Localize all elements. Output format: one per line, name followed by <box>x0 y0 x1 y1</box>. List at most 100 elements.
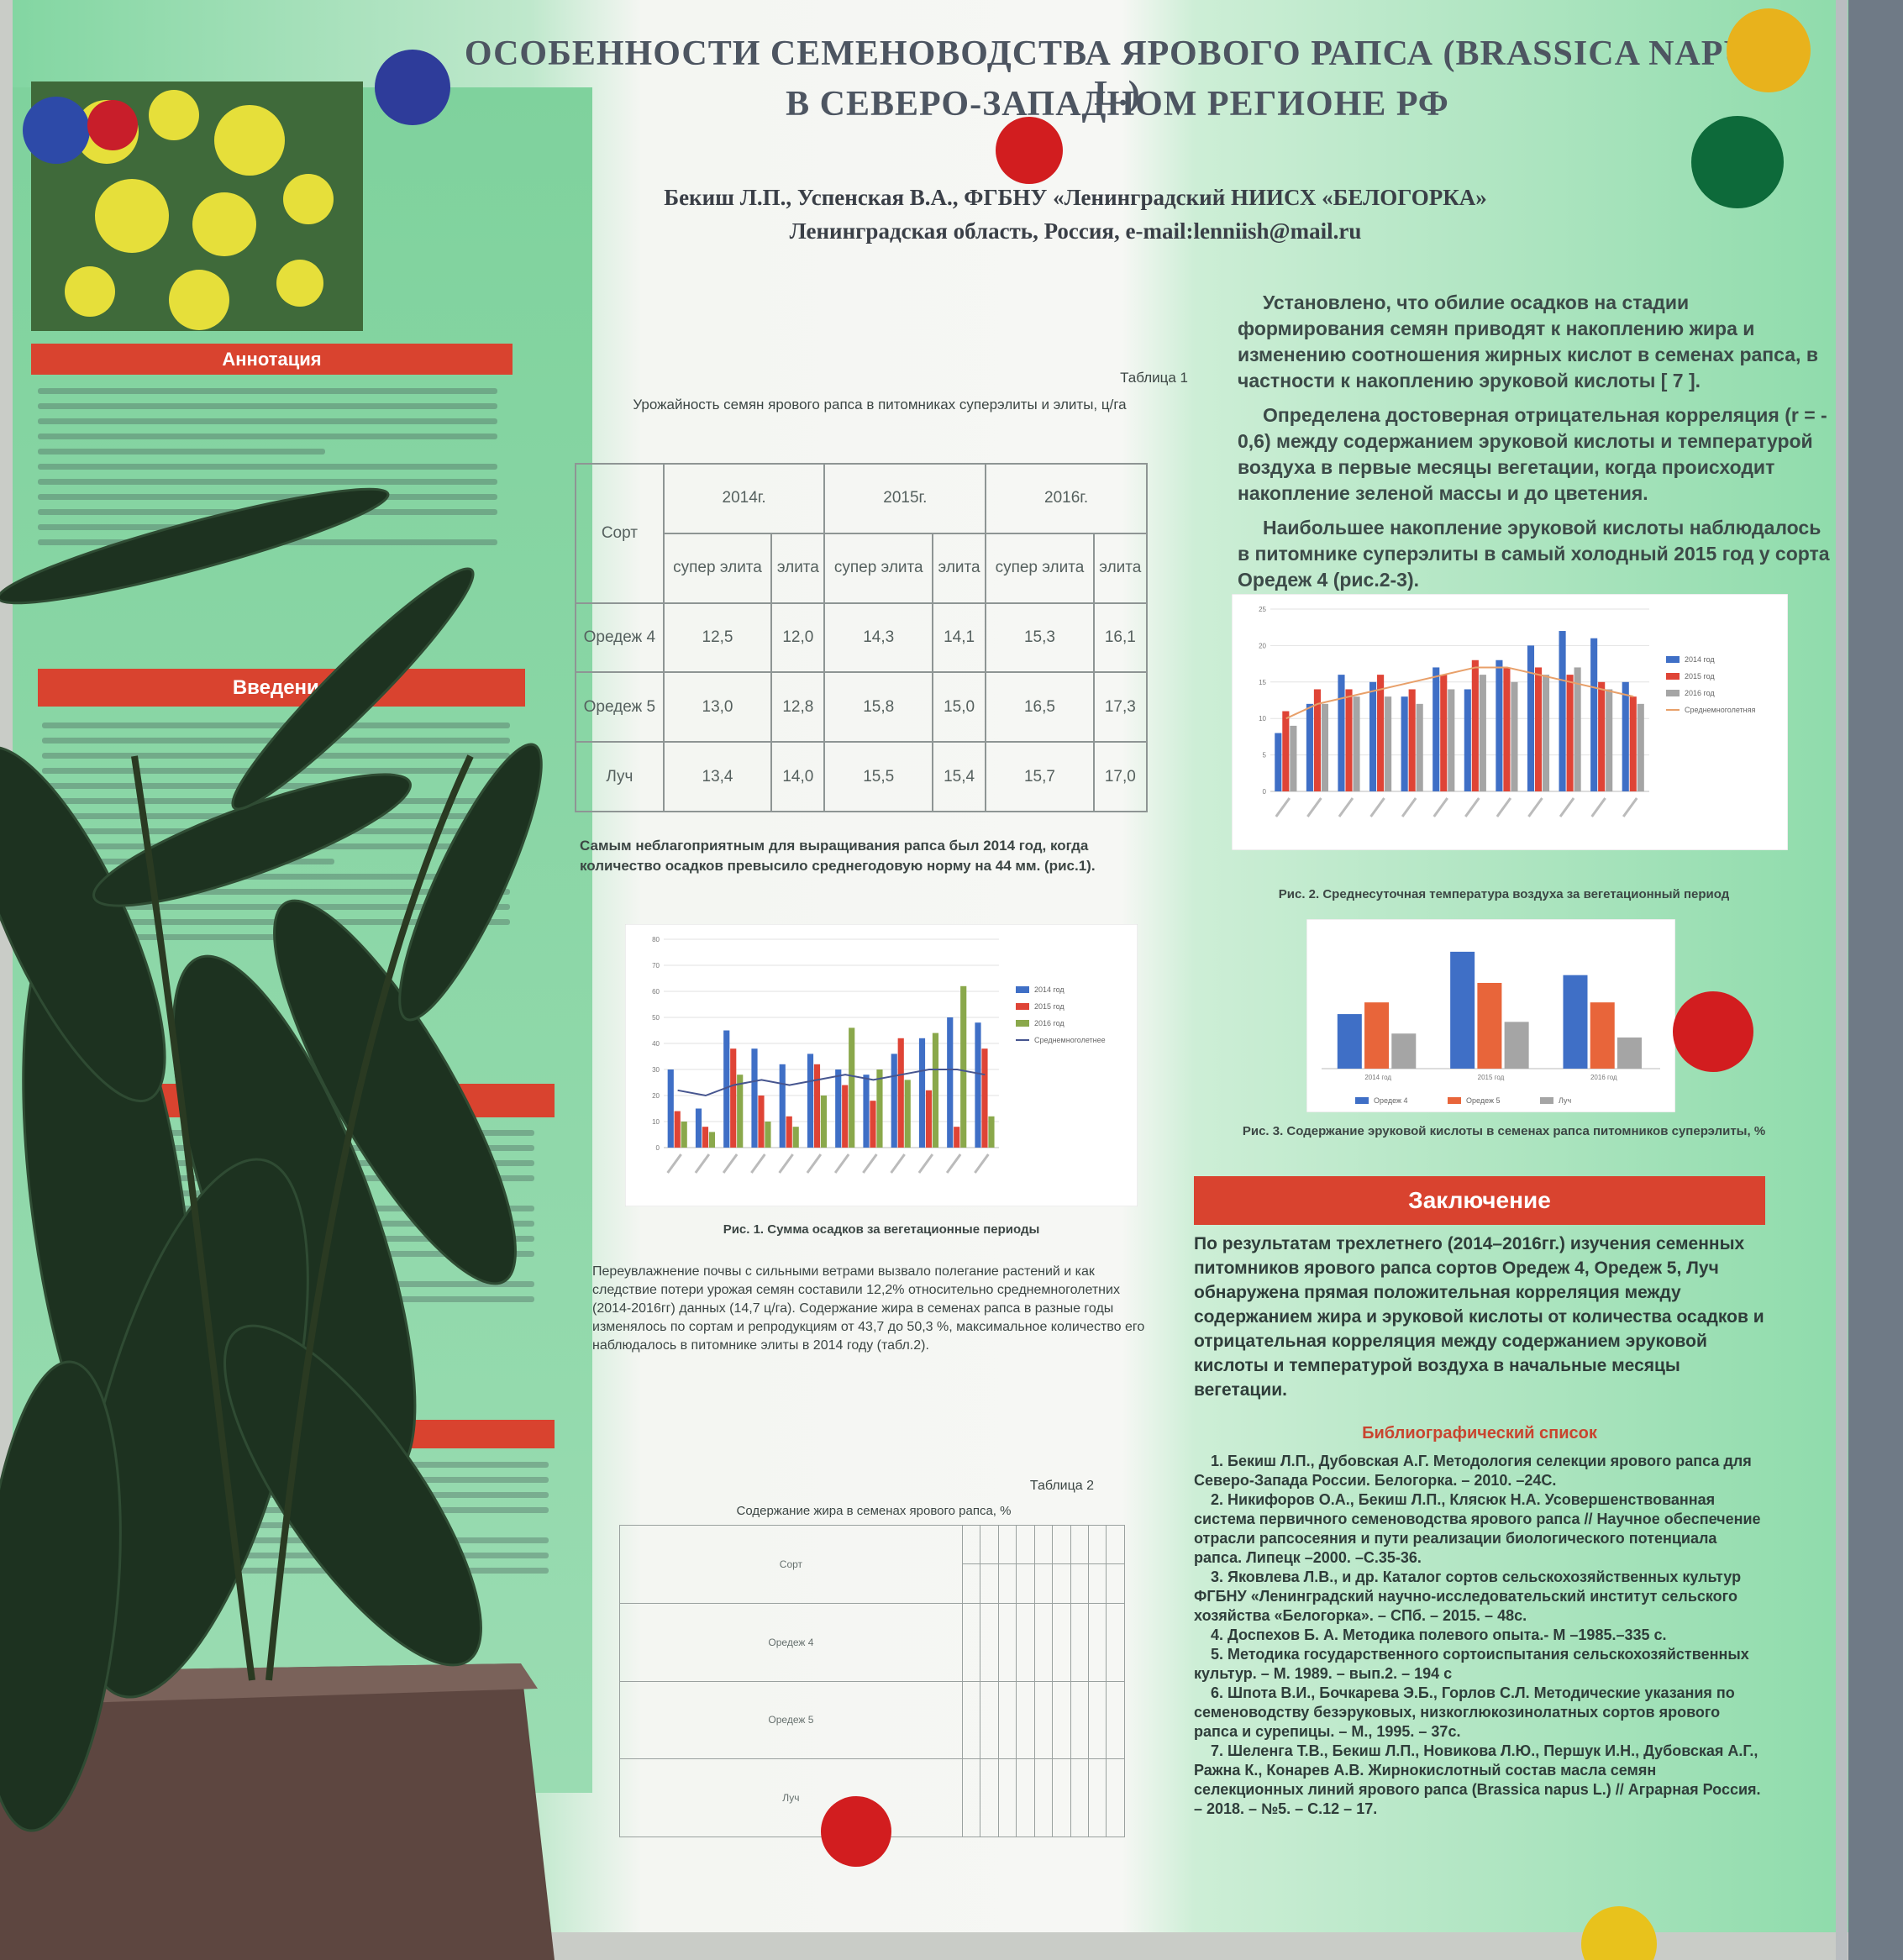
bar <box>1574 667 1581 791</box>
x-tick-label-blur <box>1306 797 1322 817</box>
bar <box>1338 675 1345 791</box>
x-tick-label-blur <box>1464 797 1480 817</box>
bar <box>1511 681 1518 791</box>
conclusion-text: По результатам трехлетнего (2014–2016гг.… <box>1194 1234 1764 1400</box>
table-cell: 12,8 <box>770 671 826 744</box>
x-tick-label-blur <box>806 1153 823 1174</box>
reference: 3. Яковлева Л.В., и др. Каталог сортов с… <box>1194 1569 1742 1624</box>
table-header: элита <box>1092 532 1149 604</box>
figure-caption: Рис. 3. Содержание эруковой кислоты в се… <box>1242 1124 1766 1138</box>
bar <box>765 1122 771 1148</box>
table-cell: 12,5 <box>662 602 773 674</box>
reference: 4. Доспехов Б. А. Методика полевого опыт… <box>1211 1626 1667 1643</box>
bar <box>1504 1022 1529 1069</box>
table-wrap: Сорт 2014г. 2015г. 2016г. супер элита элита су… <box>575 463 1149 812</box>
legend-label: Оредеж 5 <box>1466 1096 1501 1105</box>
table-cell: 14,1 <box>931 602 987 674</box>
table-header: 2016г. <box>985 463 1148 534</box>
bar <box>1306 703 1313 791</box>
bar <box>1559 631 1566 791</box>
x-tick-label-blur <box>974 1153 990 1174</box>
y-tick-label: 0 <box>656 1144 660 1152</box>
table-row: Оредеж 5 13,0 12,8 15,8 15,0 16,5 17,3 <box>575 671 1149 744</box>
table-cell: 16,1 <box>1092 602 1149 674</box>
x-tick-label-blur <box>1275 797 1291 817</box>
table-cell: 17,3 <box>1092 671 1149 744</box>
bar <box>695 1108 702 1148</box>
bar <box>1542 675 1550 791</box>
bar <box>1364 1002 1390 1069</box>
x-tick-label-blur <box>1622 797 1638 817</box>
bar <box>820 1096 828 1148</box>
background-person <box>1848 0 1903 1960</box>
x-tick-label-blur <box>750 1153 766 1174</box>
legend-swatch <box>1355 1097 1369 1104</box>
x-tick-label-blur <box>1401 797 1417 817</box>
figure-caption: Рис. 1. Сумма осадков за вегетационные п… <box>723 1222 1040 1237</box>
table-cell: 13,0 <box>662 671 773 744</box>
bar <box>1391 1033 1417 1069</box>
text-line <box>38 479 498 485</box>
bar <box>1337 1014 1362 1069</box>
x-tick-label-blur <box>1496 797 1512 817</box>
references-heading: Библиографический список <box>1362 1424 1597 1442</box>
text-line <box>38 418 498 424</box>
paragraph: Наибольшее накопление эруковой кислоты н… <box>1238 517 1830 591</box>
text-line <box>42 904 510 910</box>
x-tick-label-blur <box>862 1153 878 1174</box>
table-cell <box>1106 1758 1125 1837</box>
table-cell: 12,0 <box>770 602 826 674</box>
line <box>677 1069 986 1097</box>
bar <box>975 1022 981 1148</box>
x-tick-label-blur <box>917 1153 934 1174</box>
text-line <box>38 494 498 500</box>
bar <box>1353 696 1360 791</box>
text-block: Самым неблагоприятным для выращивания ра… <box>580 838 1096 874</box>
bar <box>849 1027 855 1148</box>
table-cell: 16,5 <box>985 671 1095 744</box>
legend-label: 2014 год <box>1685 655 1715 664</box>
x-tick-label: 2015 год <box>1478 1074 1505 1081</box>
y-tick-label: 40 <box>652 1040 660 1048</box>
table-cell: 15,7 <box>985 741 1095 812</box>
text-block: Переувлажнение почвы с сильными ветрами … <box>592 1264 1145 1353</box>
legend-label: Среднемноголетняя <box>1685 706 1756 714</box>
bar <box>897 1038 904 1148</box>
table-cell: 15,3 <box>985 602 1095 674</box>
section-heading: Введение <box>38 669 525 707</box>
authors: Бекиш Л.П., Успенская В.А., ФГБНУ «Ленин… <box>664 185 1487 210</box>
bar <box>1629 696 1637 791</box>
magnet <box>1581 1906 1657 1960</box>
bar <box>1440 675 1448 791</box>
reference: 2. Никифоров О.А., Бекиш Л.П., Клясюк Н.… <box>1194 1491 1761 1566</box>
table-header: Сорт <box>575 463 665 604</box>
bar <box>1590 1002 1615 1069</box>
table-header: 2014г. <box>662 463 826 534</box>
bar <box>932 1033 939 1148</box>
text-line <box>42 934 334 940</box>
reference: 5. Методика государственного сортоиспыта… <box>1194 1646 1749 1682</box>
bar <box>1416 703 1423 791</box>
magnet <box>996 117 1063 184</box>
table-row: Оредеж 4 12,5 12,0 14,3 14,1 15,3 16,1 <box>575 602 1149 674</box>
bar <box>988 1116 995 1148</box>
bar <box>960 985 967 1148</box>
chart-background <box>625 924 1138 1206</box>
magnet <box>87 100 138 150</box>
text-line <box>42 723 510 728</box>
bar <box>904 1080 911 1148</box>
legend-swatch <box>1448 1097 1461 1104</box>
x-tick-label-blur <box>1369 797 1385 817</box>
y-tick-label: 10 <box>1259 715 1266 723</box>
table-cell: 15,5 <box>823 741 933 812</box>
bar <box>751 1048 758 1148</box>
chart: 2014 год 2015 год 2016 год Оредеж 4 Оредеж 5… <box>1306 919 1675 1112</box>
table-row: Оредеж 5 <box>619 1680 1125 1760</box>
legend-label: 2016 год <box>1685 689 1715 697</box>
bar <box>842 1085 849 1148</box>
paragraph: Определена достоверная отрицательная кор… <box>1238 404 1827 504</box>
reference: 6. Шпота В.И., Бочкарева Э.Б., Горлов С.… <box>1194 1684 1735 1740</box>
x-tick-label-blur <box>833 1153 850 1174</box>
